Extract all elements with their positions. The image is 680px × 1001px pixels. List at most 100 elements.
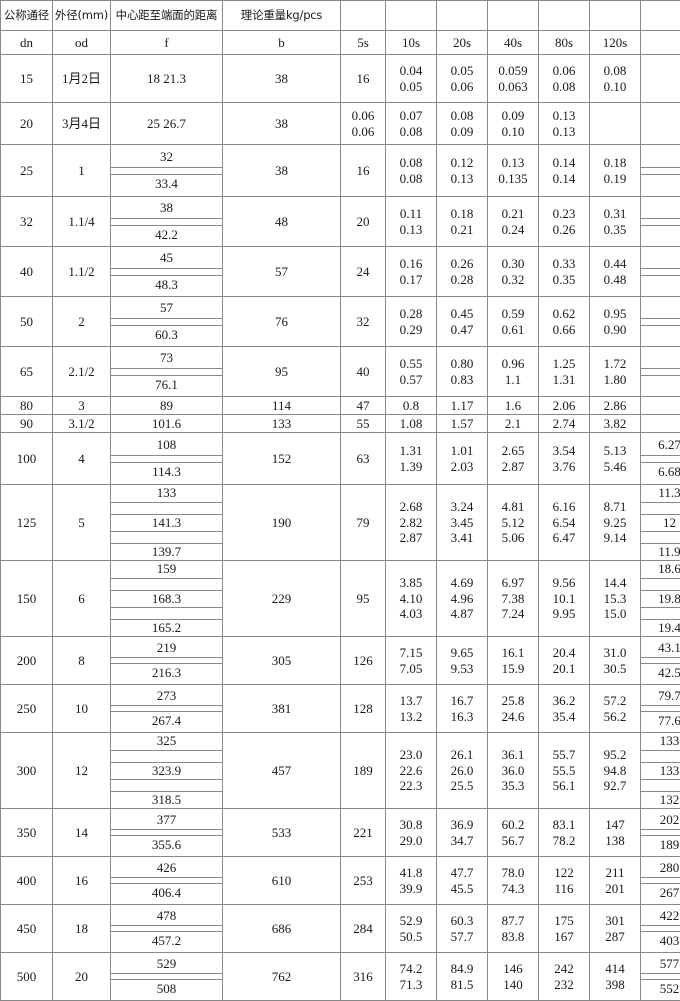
cell-f-subcell: 219 (111, 640, 222, 658)
cell-10s-value: 0.08 (386, 124, 436, 140)
cell-40s: 1.6 (488, 397, 539, 415)
cell-f-subcell: 323.9 (111, 762, 222, 779)
cell-b: 76 (223, 297, 341, 347)
cell-80s-value: 36.2 (539, 693, 589, 709)
header-title-5 (386, 1, 437, 31)
cell-10s-value: 0.13 (386, 222, 436, 238)
header-symbol-10 (641, 31, 680, 55)
cell-20s-value: 26.0 (437, 763, 487, 779)
cell-40s-value: 25.8 (488, 693, 538, 709)
cell-120s-value: 5.13 (590, 443, 640, 459)
cell-20s-value: 3.45 (437, 515, 487, 531)
header-title-3: 理论重量kg/pcs (223, 1, 341, 31)
cell-f-subcell: 267.4 (111, 712, 222, 730)
cell-od: 5 (53, 485, 111, 561)
cell-10s-value: 30.8 (386, 817, 436, 833)
cell-80s-value: 10.1 (539, 591, 589, 607)
cell-f-subcell: 478 (111, 908, 222, 926)
cell-40s-value: 140 (488, 977, 538, 993)
cell-od: 1.1/4 (53, 197, 111, 247)
cell-20s-value: 0.21 (437, 222, 487, 238)
cell-extra-subcell (641, 531, 680, 543)
header-title-4 (341, 1, 386, 31)
cell-40s-value: 0.059 (488, 63, 538, 79)
cell-extra (641, 55, 680, 103)
cell-f-subcell: 216.3 (111, 664, 222, 682)
header-symbol-4: 5s (341, 31, 386, 55)
cell-120s-value: 15.0 (590, 606, 640, 622)
cell-10s-value: 0.29 (386, 322, 436, 338)
cell-dn: 80 (1, 397, 53, 415)
cell-80s-value: 0.35 (539, 272, 589, 288)
cell-extra-subcell: 11.9 (641, 543, 680, 560)
cell-b: 95 (223, 347, 341, 397)
cell-extra-subcell (641, 607, 680, 619)
cell-5s: 16 (341, 145, 386, 197)
cell-20s-value: 0.45 (437, 306, 487, 322)
cell-extra-subcell (641, 299, 680, 318)
cell-120s-value: 8.71 (590, 499, 640, 515)
cell-80s-value: 167 (539, 929, 589, 945)
cell-extra-subcell: 18.6 (641, 561, 680, 578)
cell-dn: 90 (1, 415, 53, 433)
cell-dn: 25 (1, 145, 53, 197)
cell-dn: 250 (1, 685, 53, 733)
cell-120s-value: 301 (590, 913, 640, 929)
cell-f-subtable: 219 216.3 (111, 640, 222, 682)
header-symbol-8: 80s (539, 31, 590, 55)
cell-f-subcell: 114.3 (111, 462, 222, 481)
cell-40s-value: 5.12 (488, 515, 538, 531)
cell-5s: 128 (341, 685, 386, 733)
cell-120s-value: 138 (590, 833, 640, 849)
cell-40s-value: 15.9 (488, 661, 538, 677)
cell-extra-subtable (641, 148, 680, 193)
cell-40s-value: 0.10 (488, 124, 538, 140)
cell-80s: 2.74 (539, 415, 590, 433)
cell-20s-value: 0.83 (437, 372, 487, 388)
header-title-2: 中心距至端面的距离 (111, 1, 223, 31)
cell-extra-subtable (641, 249, 680, 294)
cell-b: 38 (223, 145, 341, 197)
cell-40s-value: 0.30 (488, 256, 538, 272)
cell-40s-value: 87.7 (488, 913, 538, 929)
